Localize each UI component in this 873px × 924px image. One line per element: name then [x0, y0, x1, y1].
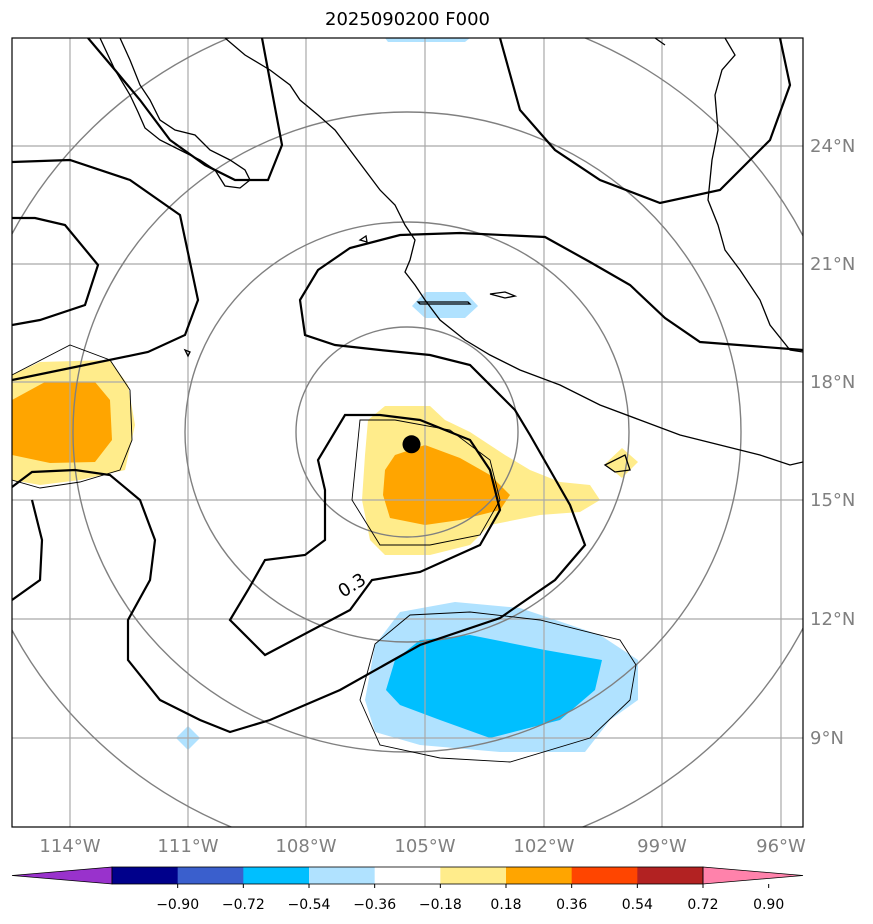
positive-anomaly-center [362, 406, 638, 555]
lon-labels: 114°W 111°W 108°W 105°W 102°W 99°W 96°W [39, 836, 806, 857]
negative-anomaly-south [176, 38, 638, 752]
colorbar-extend-low [11, 866, 113, 885]
coastlines [99, 38, 803, 473]
colorbar-tick-label: 0.36 [556, 897, 587, 913]
lon-label: 102°W [513, 836, 574, 857]
lon-label: 111°W [157, 836, 218, 857]
thick-contours [12, 38, 803, 734]
colorbar-tick-label: −0.54 [288, 897, 331, 913]
colorbar-frame [111, 866, 704, 885]
colorbar-segment [571, 867, 638, 884]
colorbar-segment [177, 867, 244, 884]
colorbar-tick-label: 0.90 [753, 897, 784, 913]
contour-label: 0.3 [335, 569, 370, 602]
colorbar-segment [440, 867, 507, 884]
colorbar-extend-high [702, 866, 804, 885]
colorbar-segment [243, 867, 310, 884]
lat-label: 24°N [810, 136, 855, 157]
colorbar-segment [112, 867, 179, 884]
lon-label: 105°W [394, 836, 455, 857]
lon-label: 96°W [756, 836, 806, 857]
colorbar-segment [506, 867, 573, 884]
lat-label: 21°N [810, 254, 855, 275]
colorbar-tick-label: 0.54 [622, 897, 653, 913]
colorbar-tick-label: −0.18 [419, 897, 462, 913]
graticule [12, 38, 803, 827]
colorbar: −0.90 −0.72 −0.54 −0.36 −0.18 0.18 0.36 0.54 0.7… [11, 866, 804, 913]
lat-labels: 24°N 21°N 18°N 15°N 12°N 9°N [810, 136, 855, 749]
colorbar-tick-label: −0.72 [222, 897, 265, 913]
lat-label: 12°N [810, 609, 855, 630]
colorbar-segment [637, 867, 704, 884]
range-rings [12, 38, 803, 827]
lon-label: 114°W [39, 836, 100, 857]
map-title: 2025090200 F000 [325, 9, 490, 30]
lat-label: 9°N [810, 728, 844, 749]
lat-label: 15°N [810, 490, 855, 511]
lat-label: 18°N [810, 372, 855, 393]
map-frame [11, 37, 804, 828]
lon-label: 108°W [275, 836, 336, 857]
lon-label: 99°W [637, 836, 687, 857]
storm-center-marker [402, 435, 421, 454]
colorbar-segment [309, 867, 376, 884]
colorbar-tick-label: −0.36 [353, 897, 396, 913]
colorbar-tick-label: 0.18 [490, 897, 521, 913]
colorbar-tick-label: −0.90 [156, 897, 199, 913]
thin-contours [12, 344, 637, 763]
colorbar-tick-label: 0.72 [687, 897, 718, 913]
map-plot-area: 0.3 [12, 38, 803, 827]
colorbar-segment [374, 867, 441, 884]
